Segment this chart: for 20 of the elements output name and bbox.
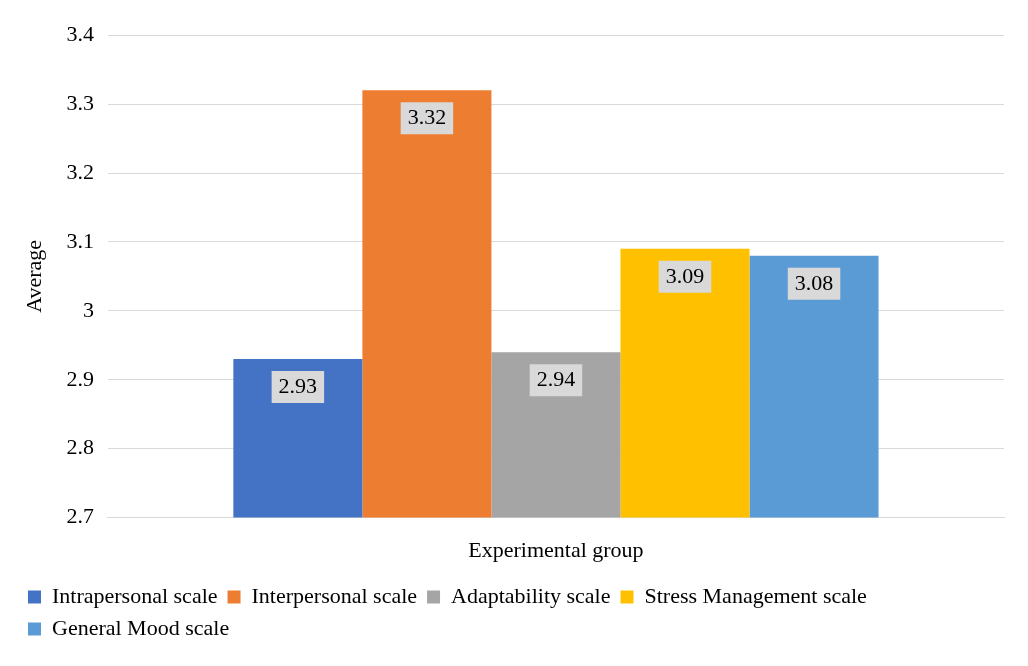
- legend-label: Stress Management scale: [644, 582, 867, 608]
- y-tick-label: 3.2: [66, 158, 94, 184]
- y-tick-label: 3.1: [66, 227, 94, 253]
- y-tick-label: 3.3: [66, 89, 94, 115]
- y-tick-label: 3.4: [66, 20, 94, 46]
- data-label: 3.32: [407, 104, 447, 130]
- data-label: 3.09: [665, 262, 705, 288]
- legend-label: General Mood scale: [52, 614, 230, 640]
- y-axis-title: Average: [20, 239, 46, 313]
- legend-label: Intrapersonal scale: [52, 582, 218, 608]
- y-tick-label: 2.7: [66, 503, 94, 529]
- y-tick-label: 2.8: [66, 434, 94, 460]
- legend-label: Interpersonal scale: [251, 582, 418, 608]
- x-tick-label: Experimental group: [468, 536, 644, 562]
- y-tick-label: 2.9: [66, 365, 94, 391]
- y-tick-label: 3: [82, 296, 94, 322]
- legend-label: Adaptability scale: [451, 582, 611, 608]
- data-label: 3.08: [794, 269, 834, 295]
- data-label: 2.94: [536, 365, 576, 391]
- data-label: 2.93: [278, 372, 318, 398]
